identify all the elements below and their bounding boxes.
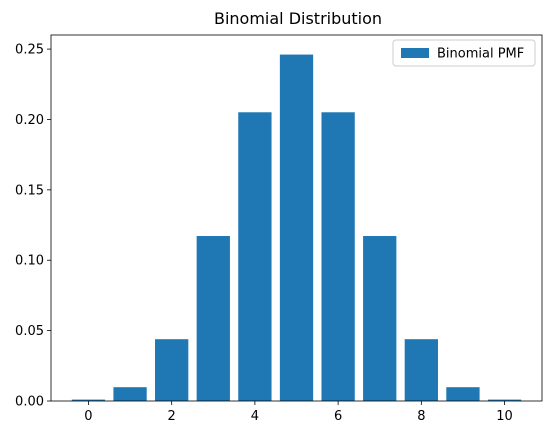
y-tick-label: 0.10 [15, 254, 44, 269]
x-tick-label: 6 [334, 409, 342, 424]
x-tick-label: 4 [251, 409, 259, 424]
legend-box [392, 39, 536, 67]
y-tick-label: 0.15 [15, 183, 44, 198]
y-tick-label: 0.05 [15, 324, 44, 339]
bar-4 [238, 112, 272, 401]
legend-label: Binomial PMF [437, 47, 524, 62]
bars-group [71, 54, 522, 401]
y-tick-label: 0.00 [15, 395, 44, 410]
bar-8 [404, 339, 438, 401]
bar-7 [363, 236, 397, 401]
bar-10 [487, 399, 522, 401]
chart-title: Binomial Distribution [214, 9, 382, 28]
bar-9 [446, 387, 480, 401]
x-tick-label: 8 [417, 409, 425, 424]
axes-group: 0 2 4 6 8 10 0.00 0.05 0.10 0.15 0.20 0.25 [15, 34, 543, 424]
x-tick-label: 0 [84, 409, 92, 424]
bar-6 [321, 112, 355, 401]
bar-1 [113, 387, 147, 401]
x-tick-label: 2 [168, 409, 176, 424]
x-tick-label: 10 [496, 409, 513, 424]
y-tick-label: 0.20 [15, 113, 44, 128]
bar-3 [196, 236, 230, 401]
legend-swatch [401, 48, 429, 58]
y-tick-label: 0.25 [15, 43, 44, 58]
plot-frame [50, 34, 543, 402]
bar-2 [155, 339, 189, 401]
bar-5 [279, 54, 314, 401]
bar-0 [71, 399, 106, 401]
legend: Binomial PMF [392, 39, 536, 67]
